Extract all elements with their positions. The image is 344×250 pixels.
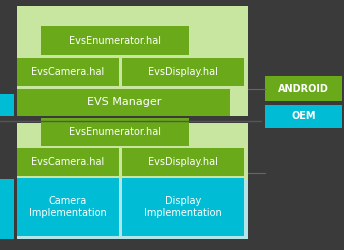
FancyBboxPatch shape (17, 58, 119, 86)
FancyBboxPatch shape (17, 6, 248, 116)
FancyBboxPatch shape (17, 179, 248, 239)
Text: Camera
Implementation: Camera Implementation (29, 196, 107, 218)
FancyBboxPatch shape (17, 178, 119, 236)
FancyBboxPatch shape (265, 76, 342, 101)
Text: ANDROID: ANDROID (278, 84, 329, 94)
FancyBboxPatch shape (122, 178, 244, 236)
FancyBboxPatch shape (41, 26, 189, 55)
Text: EvsCamera.hal: EvsCamera.hal (31, 157, 105, 167)
Text: OEM: OEM (291, 111, 316, 121)
FancyBboxPatch shape (122, 58, 244, 86)
Text: EvsEnumerator.hal: EvsEnumerator.hal (69, 127, 161, 137)
Text: EvsEnumerator.hal: EvsEnumerator.hal (69, 36, 161, 46)
Text: EVS Manager: EVS Manager (87, 98, 161, 108)
Text: EvsCamera.hal: EvsCamera.hal (31, 67, 105, 77)
Text: Display
Implementation: Display Implementation (144, 196, 222, 218)
FancyBboxPatch shape (17, 122, 248, 179)
FancyBboxPatch shape (41, 118, 189, 146)
Text: EvsDisplay.hal: EvsDisplay.hal (148, 67, 218, 77)
FancyBboxPatch shape (265, 105, 342, 128)
FancyBboxPatch shape (0, 179, 14, 239)
Text: EvsDisplay.hal: EvsDisplay.hal (148, 157, 218, 167)
FancyBboxPatch shape (17, 89, 230, 116)
FancyBboxPatch shape (17, 148, 119, 176)
FancyBboxPatch shape (122, 148, 244, 176)
FancyBboxPatch shape (0, 94, 14, 116)
